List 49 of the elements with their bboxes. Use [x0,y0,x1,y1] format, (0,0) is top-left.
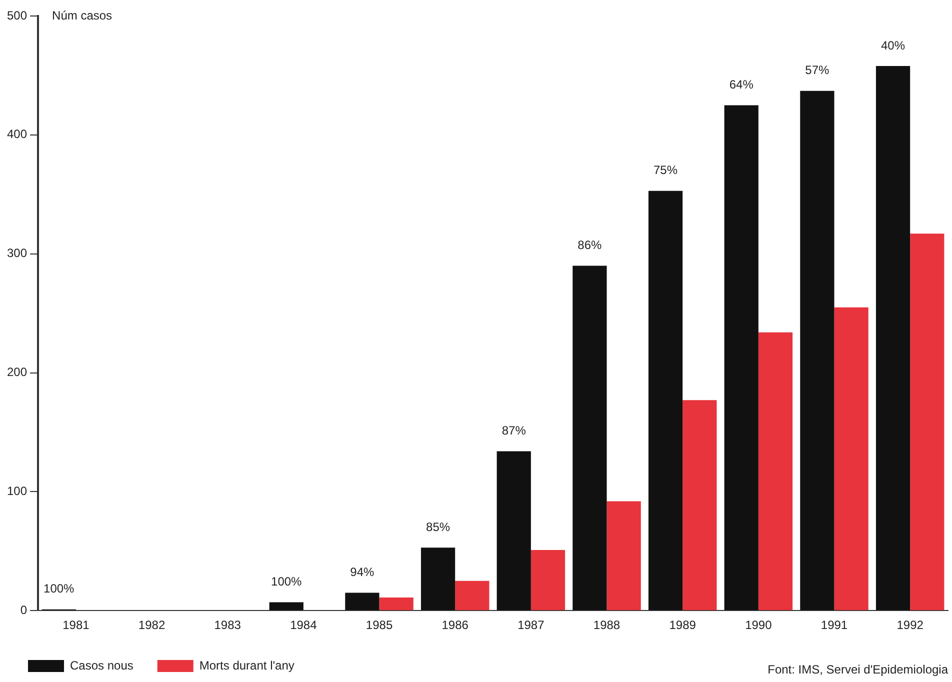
annotation: 86% [578,238,602,252]
x-tick-label: 1984 [290,618,318,632]
annotation: 100% [44,582,75,596]
annotation: 40% [881,38,906,52]
bar [530,550,566,610]
bar [682,400,717,610]
x-tick-label: 1992 [896,618,924,632]
y-tick-label: 300 [6,246,28,260]
legend-label: Casos nous [70,658,134,672]
bar [758,332,793,610]
y-axis-title: Núm casos [52,8,112,22]
x-tick-label: 1989 [669,618,696,632]
bar [910,234,944,610]
annotation: 100% [271,574,302,589]
annotation: 87% [502,424,526,438]
bar [724,105,758,610]
bar [420,548,456,610]
bar [876,66,910,610]
x-tick-label: 1991 [820,618,848,632]
bar [800,90,834,610]
bar [606,501,641,610]
annotation: 75% [654,163,678,178]
bar [496,451,531,610]
annotation: 94% [350,565,375,580]
annotation: 85% [426,520,450,534]
legend-label: Morts durant l'any [199,658,294,672]
x-tick-label: 1990 [745,618,772,632]
x-tick-label: 1983 [214,618,242,632]
annotation: 64% [729,78,754,92]
bar [269,602,304,610]
annotation: 57% [805,63,830,78]
x-tick-label: 1982 [138,618,166,632]
bar [345,592,380,610]
bar [572,266,607,610]
x-tick-label: 1981 [62,618,90,632]
bar [455,580,490,610]
y-tick-label: 100 [6,484,28,498]
text: Font: IMS, Servei d'Epidemiologia [768,662,948,676]
y-tick-label: 200 [6,365,28,380]
y-tick-label: 0 [20,602,28,617]
x-tick-label: 1987 [518,618,545,632]
bar [648,190,683,610]
bar [834,307,868,610]
x-tick-label: 1986 [442,618,469,632]
bar [379,598,414,610]
y-tick-label: 500 [6,8,28,22]
x-tick-label: 1988 [593,618,620,632]
x-tick-label: 1985 [366,618,393,632]
y-tick-label: 400 [6,127,28,142]
